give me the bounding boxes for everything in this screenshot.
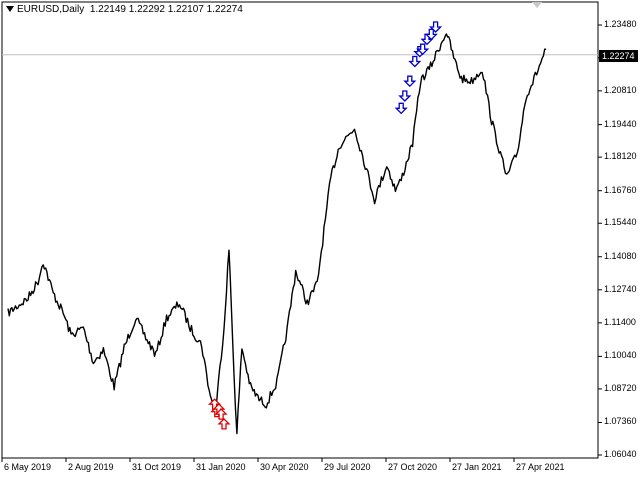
sell-arrow-icon [403,75,417,88]
plot-border [1,1,599,459]
chart-frame [1,1,602,462]
price-label: 1.19440 [604,118,637,129]
sell-arrow-icon [394,102,408,115]
current-price-badge: 1.22274 [599,50,638,62]
price-label: 1.16760 [604,184,637,195]
price-series [7,33,547,435]
price-line [7,33,547,435]
price-label: 1.23480 [604,19,637,29]
sell-arrow-icon [408,55,422,68]
buy-arrow-icon [217,417,231,430]
sell-arrow-icon [424,28,438,41]
price-label: 1.10040 [604,350,637,361]
symbol-header: EURUSD,Daily 1.22149 1.22292 1.22107 1.2… [6,4,243,15]
price-label: 1.12740 [604,283,637,294]
price-label: 1.07360 [604,416,637,427]
ohlc-low: 1.22107 [167,4,204,15]
sell-signals [394,21,443,115]
shift-triangle-icon[interactable] [532,2,542,8]
timeframe: Daily [62,4,85,15]
time-label: 27 Oct 2020 [388,462,438,472]
ohlc-close: 1.22274 [206,4,243,15]
sell-arrow-icon [429,21,443,33]
dropdown-triangle-icon[interactable] [6,6,14,13]
time-label: 29 Jul 2020 [324,462,371,472]
ohlc-high: 1.22292 [128,4,165,15]
ohlc-open: 1.22149 [89,4,126,15]
time-label: 30 Apr 2020 [260,462,309,472]
symbol-name: EURUSD [17,4,60,15]
buy-signals [208,398,231,430]
chart-shift-marker[interactable] [532,2,542,8]
sell-arrow-icon [398,90,412,102]
sell-arrow-icon [416,43,430,56]
price-label: 1.15440 [604,217,637,228]
price-label: 1.08720 [604,382,637,393]
time-label: 6 May 2019 [4,462,52,472]
price-label: 1.06040 [604,449,637,459]
time-label: 31 Jan 2020 [196,462,246,472]
price-label: 1.20810 [604,84,637,95]
price-label: 1.14080 [604,250,637,261]
time-label: 27 Jan 2021 [452,462,502,472]
price-label: 1.11400 [604,316,636,327]
price-label: 1.18120 [604,151,637,162]
time-label: 27 Apr 2021 [516,462,565,472]
time-label: 2 Aug 2019 [68,462,114,472]
time-label: 31 Oct 2019 [132,462,182,472]
buy-arrow-icon [214,408,228,420]
